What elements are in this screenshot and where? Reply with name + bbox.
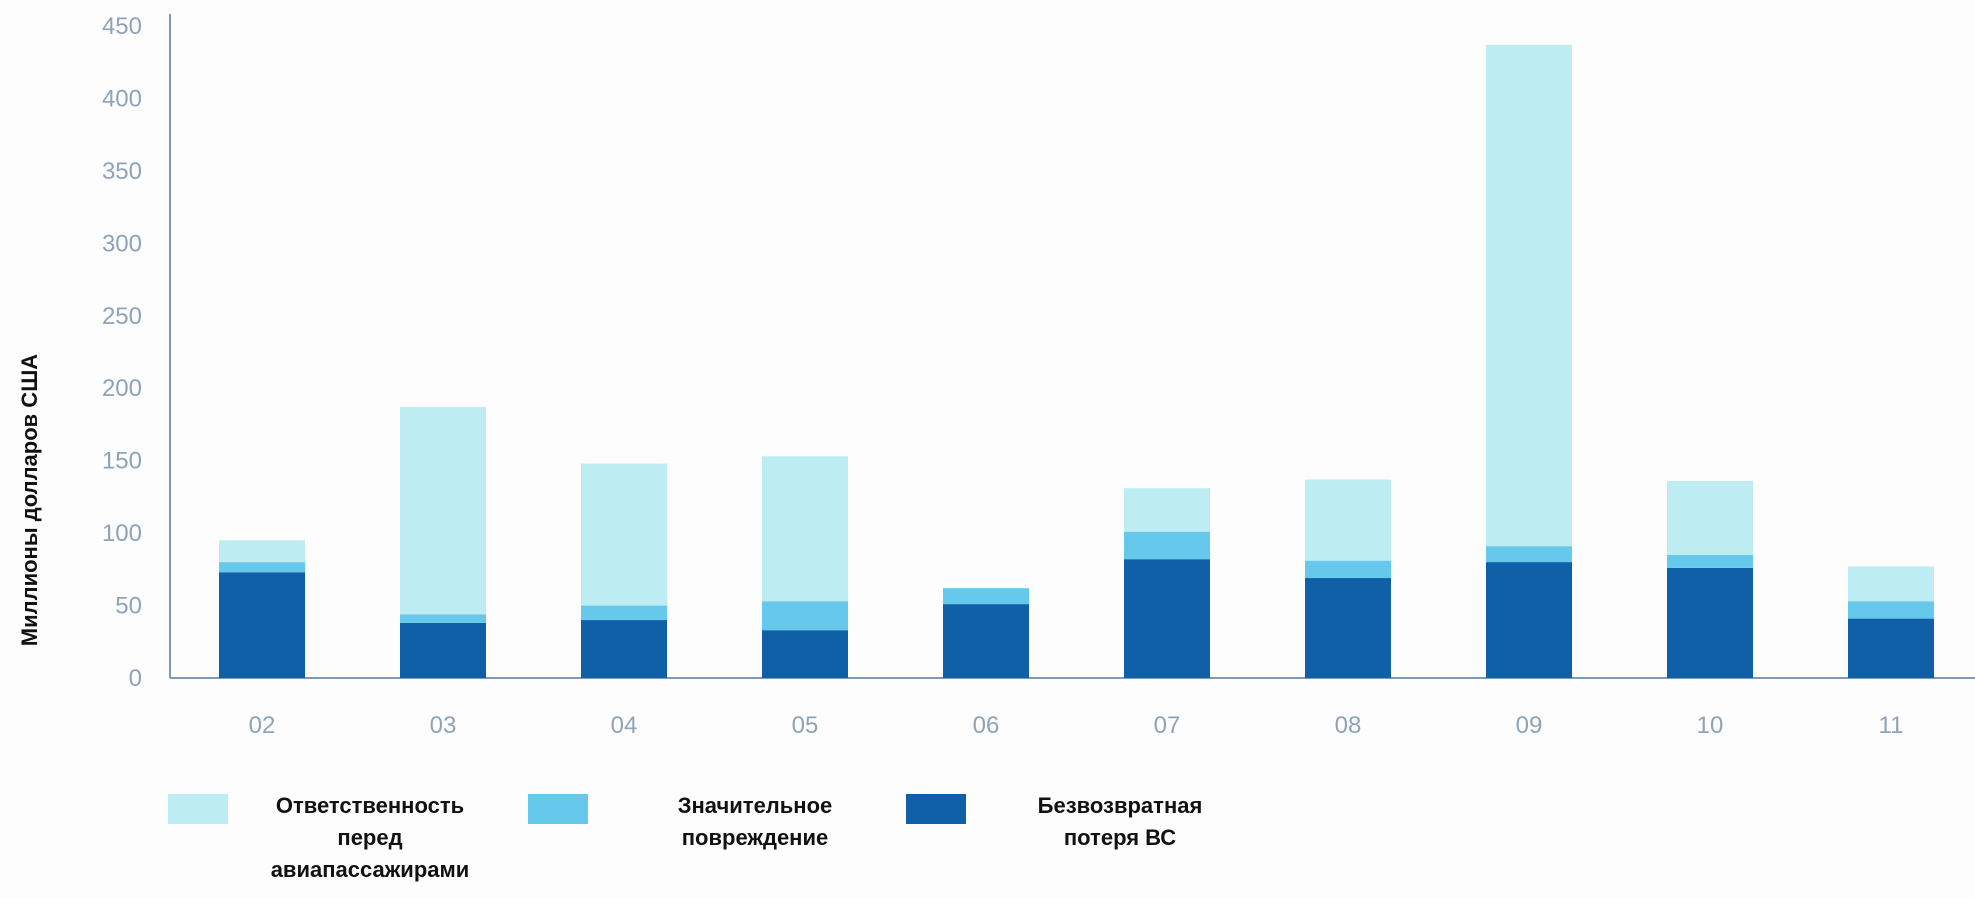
legend-label-significant-damage: Значительное повреждение: [677, 793, 833, 850]
bar-segment: [943, 588, 1029, 605]
bar-segment: [1124, 531, 1210, 560]
bar-segment: [762, 601, 848, 631]
bar-segment: [943, 604, 1029, 678]
legend: Ответственность перед авиапассажирами Зн…: [0, 790, 1975, 899]
y-tick-label: 100: [102, 520, 142, 547]
bar-segment: [1667, 480, 1753, 555]
y-tick-label: 150: [102, 448, 142, 475]
bar-segment: [1124, 488, 1210, 532]
bar-segment: [219, 572, 305, 678]
bar-segment: [1124, 559, 1210, 678]
bar-segment: [1305, 479, 1391, 561]
y-tick-label: 200: [102, 375, 142, 402]
legend-swatch-significant-damage: [528, 794, 588, 824]
bar-segment: [1848, 601, 1934, 619]
bar-segment: [1486, 562, 1572, 678]
bar-segment: [400, 614, 486, 623]
x-tick-label: 08: [1335, 712, 1362, 739]
x-tick-label: 10: [1697, 712, 1724, 739]
y-tick-label: 350: [102, 158, 142, 185]
y-tick-label: 50: [115, 593, 142, 620]
bar-segment: [1848, 566, 1934, 602]
legend-label-passenger-liability: Ответственность перед авиапассажирами: [270, 793, 470, 882]
bar-segment: [400, 622, 486, 678]
x-tick-label: 06: [973, 712, 1000, 739]
bar-segment: [762, 456, 848, 602]
bar-segment: [1848, 618, 1934, 678]
bar-segment: [219, 562, 305, 573]
bar-segment: [762, 630, 848, 678]
x-tick-label: 09: [1516, 712, 1543, 739]
y-tick-label: 250: [102, 303, 142, 330]
y-axis-title: Миллионы долларов США: [17, 353, 43, 647]
x-tick-label: 04: [611, 712, 638, 739]
legend-swatch-passenger-liability: [168, 794, 228, 824]
x-tick-label: 07: [1154, 712, 1181, 739]
x-tick-label: 03: [430, 712, 457, 739]
y-tick-label: 300: [102, 230, 142, 257]
bar-segment: [581, 605, 667, 621]
x-tick-label: 11: [1879, 712, 1904, 739]
y-tick-label: 0: [129, 665, 142, 692]
bar-segment: [581, 620, 667, 678]
bar-segment: [581, 463, 667, 606]
y-tick-label: 450: [102, 13, 142, 40]
legend-label-hull-loss: Безвозвратная потеря ВС: [1037, 793, 1203, 850]
y-tick-label: 400: [102, 85, 142, 112]
bar-segment: [1486, 546, 1572, 563]
bar-segment: [1667, 554, 1753, 568]
bar-segment: [1486, 44, 1572, 547]
bar-segment: [1667, 567, 1753, 678]
x-tick-label: 05: [792, 712, 819, 739]
legend-swatch-hull-loss: [906, 794, 966, 824]
bar-segment: [400, 407, 486, 615]
bar-segment: [1305, 578, 1391, 678]
bar-segment: [1305, 560, 1391, 579]
bar-segment: [219, 540, 305, 563]
x-tick-label: 02: [249, 712, 276, 739]
